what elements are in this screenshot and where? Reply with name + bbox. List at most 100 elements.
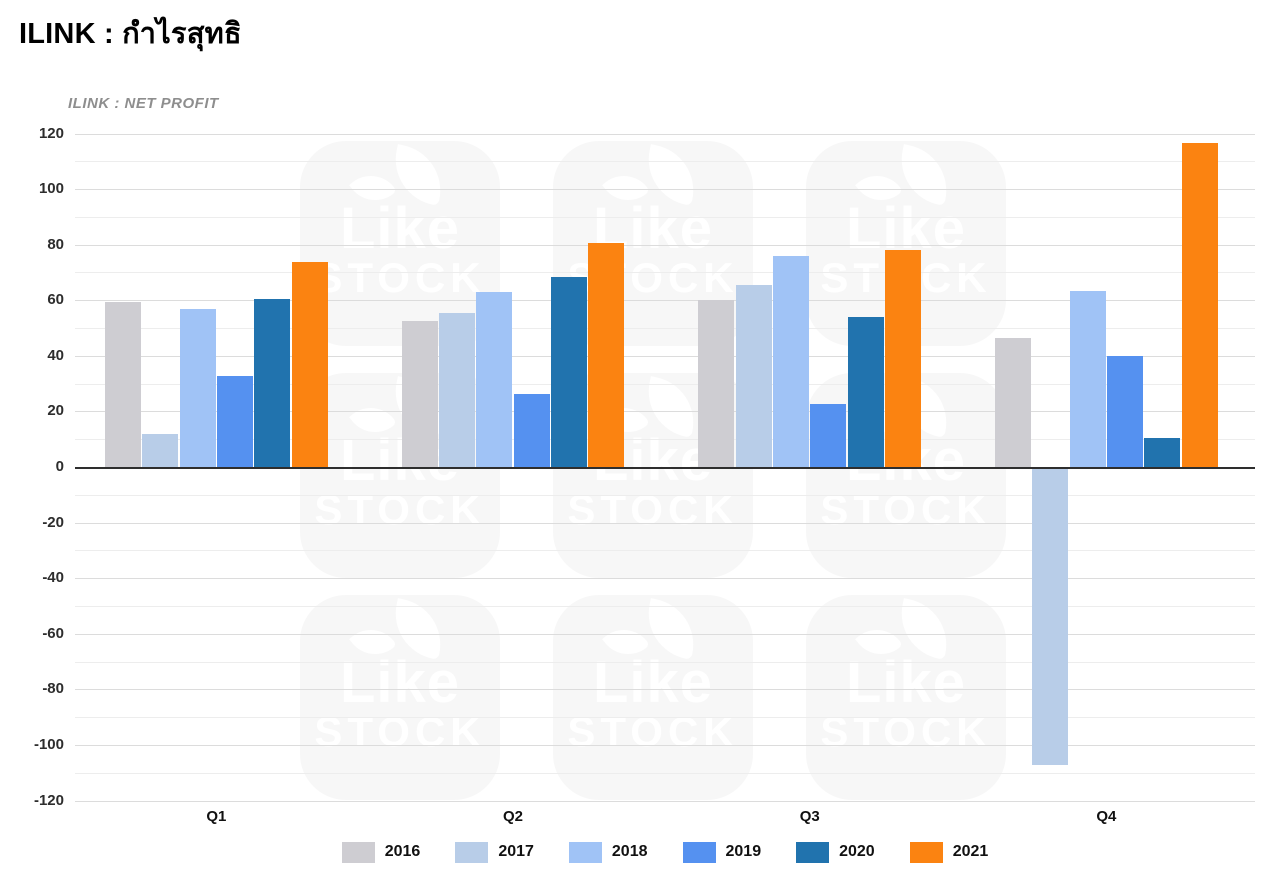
watermark-leaves-icon xyxy=(553,595,753,666)
gridline xyxy=(75,411,1255,413)
legend-swatch-2018 xyxy=(568,841,602,863)
leaf-icon xyxy=(640,376,702,438)
gridline xyxy=(75,522,1255,524)
y-axis-tick-label: -40 xyxy=(42,569,64,587)
gridline xyxy=(75,661,1255,663)
gridline xyxy=(75,550,1255,552)
gridline xyxy=(75,300,1255,302)
bar-2020-Q4 xyxy=(1144,437,1181,467)
legend-item-2019: 2019 xyxy=(682,841,762,863)
bar-2019-Q4 xyxy=(1107,356,1144,467)
legend-item-2020: 2020 xyxy=(796,841,875,863)
legend-item-2016: 2016 xyxy=(341,841,421,863)
gridline xyxy=(75,605,1255,607)
legend-label-2020: 2020 xyxy=(839,843,875,860)
gridline xyxy=(75,717,1255,719)
watermark-text-like: Like xyxy=(592,196,714,261)
watermark-text-stock: STOCK xyxy=(567,486,739,533)
bar-2021-Q1 xyxy=(291,261,328,467)
bar-2017-Q4 xyxy=(1032,469,1069,765)
watermark-text-stock: STOCK xyxy=(820,708,992,755)
legend: 2016 2017 2018 2019 2020 2021 xyxy=(75,838,1255,866)
bar-2021-Q2 xyxy=(588,242,625,467)
watermark-text-like: Like xyxy=(592,650,714,715)
gridline xyxy=(75,272,1255,274)
x-axis-label-q2: Q2 xyxy=(503,808,524,825)
gridline xyxy=(75,439,1255,441)
leaf-icon xyxy=(893,144,955,206)
y-axis-tick-label: 120 xyxy=(38,124,64,142)
y-axis-tick-label: -80 xyxy=(42,680,64,698)
y-axis-tick-label: 0 xyxy=(55,458,64,475)
legend-item-2021: 2021 xyxy=(909,841,989,863)
bar-2020-Q3 xyxy=(847,317,884,467)
watermark-leaves-icon xyxy=(553,141,753,212)
watermark-text-like: Like xyxy=(339,650,461,715)
bar-2021-Q4 xyxy=(1181,143,1218,467)
watermark-leaves-icon xyxy=(300,595,500,666)
chart-subtitle: ILINK : NET PROFIT xyxy=(68,95,219,112)
legend-swatch-2020 xyxy=(796,841,830,863)
bar-2016-Q1 xyxy=(105,302,141,467)
legend-label-2021: 2021 xyxy=(952,843,989,860)
legend-item-2018: 2018 xyxy=(568,841,648,863)
bar-2018-Q1 xyxy=(179,308,216,467)
bar-2016-Q2 xyxy=(401,320,438,467)
gridline xyxy=(75,383,1255,385)
gridline xyxy=(75,328,1255,330)
bar-2021-Q3 xyxy=(885,249,922,467)
bar-2018-Q3 xyxy=(773,255,810,467)
page-title: ILINK : กำไรสุทธิ xyxy=(19,18,242,50)
gridline xyxy=(75,772,1255,774)
x-axis-line xyxy=(75,466,1255,469)
x-axis-label-q3: Q3 xyxy=(799,808,820,825)
bar-2019-Q3 xyxy=(810,403,847,467)
x-axis-label-q1: Q1 xyxy=(206,808,227,825)
legend-label-2016: 2016 xyxy=(384,843,421,860)
gridline xyxy=(75,689,1255,691)
bar-2018-Q2 xyxy=(476,291,513,467)
watermark-text-like: Like xyxy=(845,650,967,715)
legend-swatch-2019 xyxy=(682,841,716,863)
legend-swatch-2016 xyxy=(341,841,375,863)
bar-2020-Q2 xyxy=(551,276,588,467)
gridline xyxy=(75,161,1255,163)
gridline xyxy=(75,578,1255,580)
gridline xyxy=(75,744,1255,746)
gridline xyxy=(75,800,1255,802)
gridline xyxy=(75,355,1255,357)
y-axis-tick-label: 80 xyxy=(47,235,64,253)
y-axis-tick-label: 60 xyxy=(47,291,64,309)
y-axis-tick-label: -20 xyxy=(42,513,64,531)
legend-label-2018: 2018 xyxy=(611,843,648,860)
bar-2017-Q2 xyxy=(439,312,476,467)
leaf-icon xyxy=(387,144,449,206)
watermark-text-stock: STOCK xyxy=(567,708,739,755)
y-axis-tick-label: 40 xyxy=(47,346,64,364)
gridline xyxy=(75,216,1255,218)
bar-2016-Q4 xyxy=(995,337,1031,467)
bar-2019-Q1 xyxy=(217,375,254,467)
legend-item-2017: 2017 xyxy=(455,841,534,863)
gridline xyxy=(75,244,1255,246)
gridline xyxy=(75,494,1255,496)
watermark-text-like: Like xyxy=(845,196,967,261)
legend-label-2019: 2019 xyxy=(725,843,762,860)
leaf-icon xyxy=(893,598,955,660)
bar-2018-Q4 xyxy=(1069,291,1106,467)
watermark-text-stock: STOCK xyxy=(820,486,992,533)
leaf-icon xyxy=(387,598,449,660)
legend-label-2017: 2017 xyxy=(498,843,534,860)
leaf-icon xyxy=(640,598,702,660)
gridline xyxy=(75,189,1255,191)
bar-2016-Q3 xyxy=(698,300,735,467)
y-axis-tick-label: -120 xyxy=(33,791,64,809)
watermark-text-stock: STOCK xyxy=(314,708,486,755)
y-axis-tick-label: 20 xyxy=(47,402,64,420)
gridline xyxy=(75,133,1255,135)
bar-2020-Q1 xyxy=(254,298,291,467)
